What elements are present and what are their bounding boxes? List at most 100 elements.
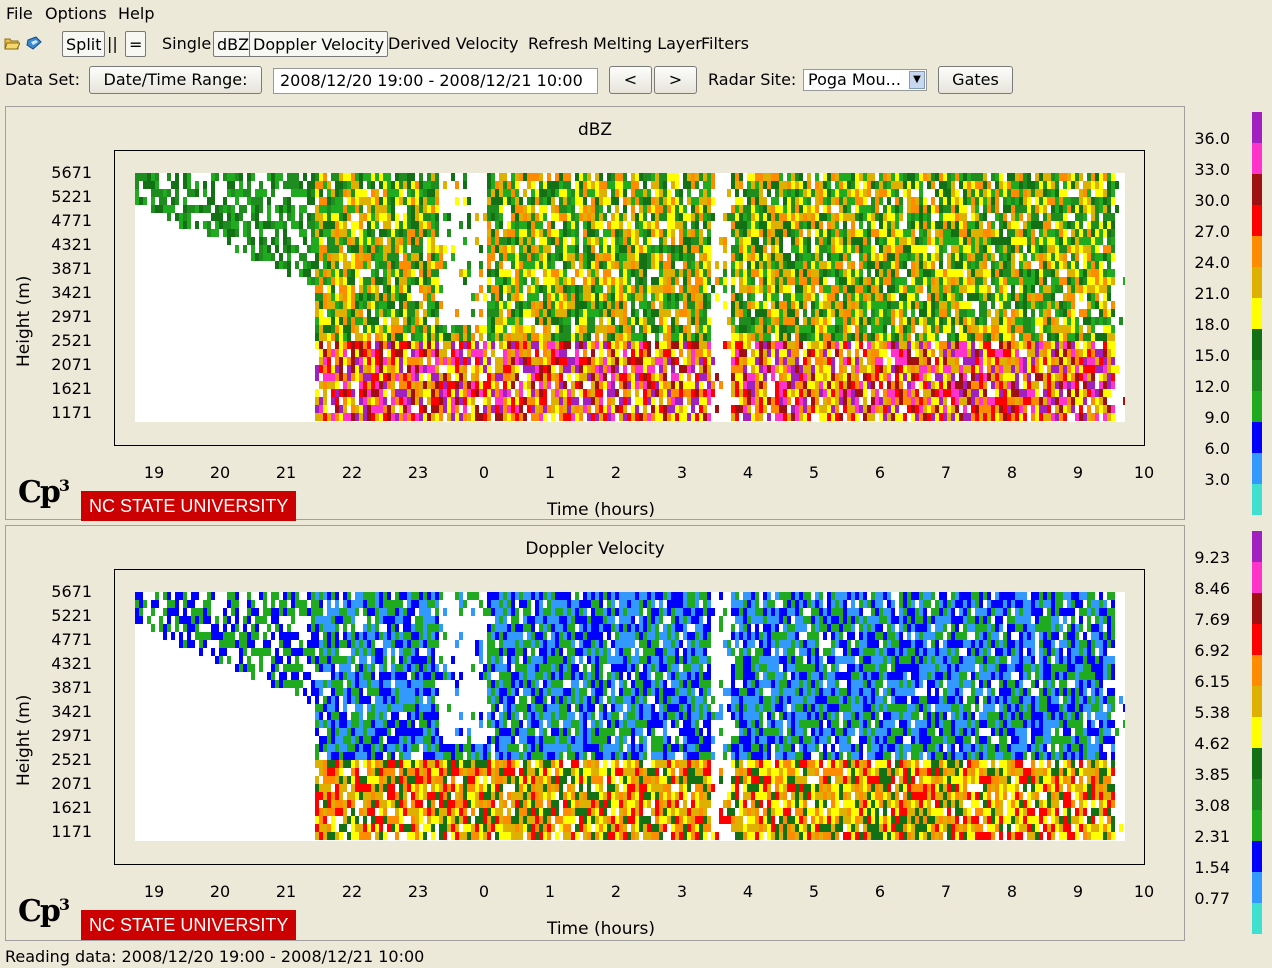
heatmap-cell (779, 365, 783, 373)
disk-icon[interactable] (26, 36, 42, 50)
heatmap-cell (791, 365, 795, 373)
heatmap-cell (787, 317, 791, 325)
heatmap-cell (895, 261, 899, 269)
heatmap-cell (347, 197, 351, 205)
heatmap-cell (911, 357, 915, 365)
heatmap-cell (823, 285, 827, 293)
heatmap-cell (979, 269, 983, 277)
heatmap-cell (1015, 397, 1019, 405)
menu-options[interactable]: Options (45, 4, 107, 23)
heatmap-cell (1007, 293, 1011, 301)
heatmap-cell (735, 293, 739, 301)
heatmap-cell (899, 261, 903, 269)
horizontal-split-button[interactable]: = (125, 31, 147, 57)
heatmap-cell (811, 309, 815, 317)
split-button[interactable]: Split (62, 31, 106, 57)
heatmap-cell (899, 205, 903, 213)
heatmap-cell (211, 189, 215, 197)
menu-file[interactable]: File (6, 4, 33, 23)
heatmap-cell (267, 173, 271, 181)
heatmap-cell (1023, 405, 1027, 413)
heatmap-cell (403, 349, 407, 357)
heatmap-cell (955, 365, 959, 373)
heatmap-cell (811, 285, 815, 293)
heatmap-cell (263, 189, 267, 197)
heatmap-cell (927, 341, 931, 349)
heatmap-cell (583, 253, 587, 261)
heatmap-cell (851, 237, 855, 245)
heatmap-cell (1023, 229, 1027, 237)
heatmap-cell (239, 205, 243, 213)
heatmap-cell (707, 365, 711, 373)
heatmap-cell (507, 317, 511, 325)
heatmap-cell (799, 365, 803, 373)
heatmap-cell (987, 397, 991, 405)
heatmap-cell (651, 413, 655, 421)
heatmap-cell (391, 293, 395, 301)
heatmap-cell (739, 317, 743, 325)
melting-layer-button[interactable]: Melting Layer (593, 34, 702, 53)
heatmap-cell (775, 221, 779, 229)
heatmap-cell (951, 205, 955, 213)
heatmap-cell (419, 389, 423, 397)
heatmap-cell (671, 221, 675, 229)
folder-open-icon[interactable] (4, 36, 20, 50)
heatmap-cell (923, 213, 927, 221)
heatmap-cell (823, 341, 827, 349)
gates-button[interactable]: Gates (938, 66, 1013, 94)
single-button[interactable]: Single (162, 34, 212, 53)
heatmap-cell (543, 189, 547, 197)
heatmap-cell (839, 189, 843, 197)
heatmap-cell (655, 357, 659, 365)
heatmap-cell (239, 181, 243, 189)
heatmap-cell (975, 213, 979, 221)
heatmap-cell (391, 181, 395, 189)
heatmap-cell (747, 245, 751, 253)
chevron-down-icon[interactable]: ▼ (909, 71, 925, 89)
heatmap-cell (1035, 381, 1039, 389)
vertical-split-button[interactable]: || (107, 34, 118, 53)
menu-help[interactable]: Help (118, 4, 155, 23)
heatmap-cell (623, 301, 627, 309)
heatmap-cell (323, 357, 327, 365)
heatmap-cell (947, 349, 951, 357)
heatmap-cell (943, 341, 947, 349)
heatmap-cell (791, 349, 795, 357)
heatmap-cell (531, 413, 535, 421)
heatmap-cell (567, 301, 571, 309)
heatmap-cell (635, 365, 639, 373)
heatmap-cell (507, 301, 511, 309)
heatmap-cell (571, 245, 575, 253)
heatmap-cell (891, 229, 895, 237)
heatmap-cell (275, 261, 279, 269)
radar-site-select[interactable]: Poga Mou... ▼ (803, 69, 927, 91)
filters-button[interactable]: Filters (701, 34, 749, 53)
heatmap-cell (631, 173, 635, 181)
heatmap-cell (311, 213, 315, 221)
dbz-button[interactable]: dBZ (213, 31, 254, 57)
date-time-range-button[interactable]: Date/Time Range: (89, 66, 262, 94)
heatmap-cell (431, 397, 435, 405)
heatmap-cell (695, 221, 699, 229)
heatmap-cell (971, 245, 975, 253)
doppler-velocity-button[interactable]: Doppler Velocity (249, 31, 389, 57)
heatmap-cell (1007, 173, 1011, 181)
heatmap-cell (423, 213, 427, 221)
heatmap-cell (611, 349, 615, 357)
date-time-range-field[interactable]: 2008/12/20 19:00 - 2008/12/21 10:00 (273, 68, 598, 94)
heatmap-cell (599, 309, 603, 317)
heatmap-cell (563, 405, 567, 413)
heatmap-cell (591, 349, 595, 357)
radar-site-label: Radar Site: (708, 70, 797, 89)
heatmap-cell (547, 253, 551, 261)
heatmap-cell (1019, 285, 1023, 293)
heatmap-cell (1003, 397, 1007, 405)
next-button[interactable]: > (654, 66, 697, 94)
heatmap-cell (391, 381, 395, 389)
derived-velocity-button[interactable]: Derived Velocity (388, 34, 519, 53)
refresh-button[interactable]: Refresh (528, 34, 589, 53)
heatmap-cell (715, 373, 719, 381)
heatmap-cell (1015, 341, 1019, 349)
heatmap-cell (371, 357, 375, 365)
previous-button[interactable]: < (609, 66, 652, 94)
